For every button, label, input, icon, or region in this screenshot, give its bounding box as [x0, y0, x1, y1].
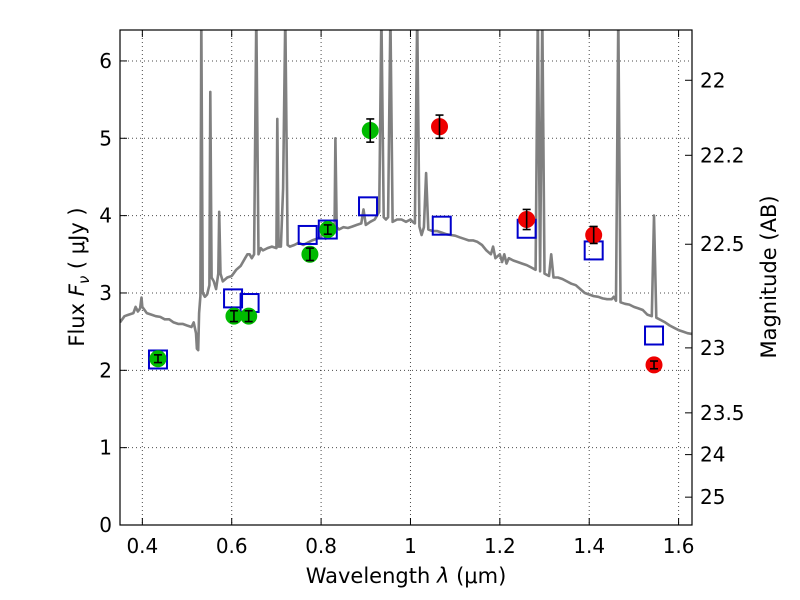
y-axis-label: Flux Fν ( μJy )	[65, 207, 93, 346]
model-square	[223, 288, 244, 309]
model-square	[358, 196, 379, 217]
observed-points	[149, 114, 663, 374]
y-tick-label: 5	[99, 126, 112, 150]
model-square	[644, 325, 665, 346]
y2-tick-label: 22.2	[700, 143, 745, 167]
y-tick-label: 6	[99, 49, 112, 73]
model-square	[317, 219, 338, 240]
y2-axis-ticks: 22 22.2 22.5 23 23.5 24 25	[685, 68, 745, 509]
model-points	[147, 196, 665, 370]
y2-axis-label: Magnitude (AB)	[757, 195, 781, 358]
x-tick-label: 0.6	[216, 534, 248, 558]
plot-frame	[119, 29, 693, 526]
y2-tick-label: 23.5	[700, 401, 745, 425]
x-tick-label: 1.4	[573, 534, 605, 558]
x-tick-label: 0.4	[126, 534, 158, 558]
y2-tick-label: 25	[700, 485, 725, 509]
x-tick-label: 1.6	[663, 534, 695, 558]
x-tick-label: 1	[404, 534, 417, 558]
x-tick-label: 1.2	[484, 534, 516, 558]
x-axis-ticks: 0.4 0.6 0.8 1 1.2 1.4 1.6	[126, 30, 695, 558]
y2-tick-label: 22.5	[700, 232, 745, 256]
y-tick-label: 4	[99, 204, 112, 228]
x-tick-label: 0.8	[305, 534, 337, 558]
spectrum	[120, 30, 692, 352]
x-axis-label: Wavelength λ (μm)	[306, 564, 507, 588]
y2-tick-label: 24	[700, 443, 725, 467]
model-square	[431, 215, 452, 236]
y-axis-ticks: 0 1 2 3 4 5 6	[99, 49, 127, 537]
model-square	[297, 224, 318, 245]
spectrum-line	[120, 30, 692, 352]
y-tick-label: 0	[99, 513, 112, 537]
y-tick-label: 1	[99, 436, 112, 460]
y2-tick-label: 22	[700, 68, 725, 92]
y-tick-label: 3	[99, 281, 112, 305]
y-tick-label: 2	[99, 358, 112, 382]
grid	[120, 30, 692, 526]
y2-tick-label: 23	[700, 336, 725, 360]
